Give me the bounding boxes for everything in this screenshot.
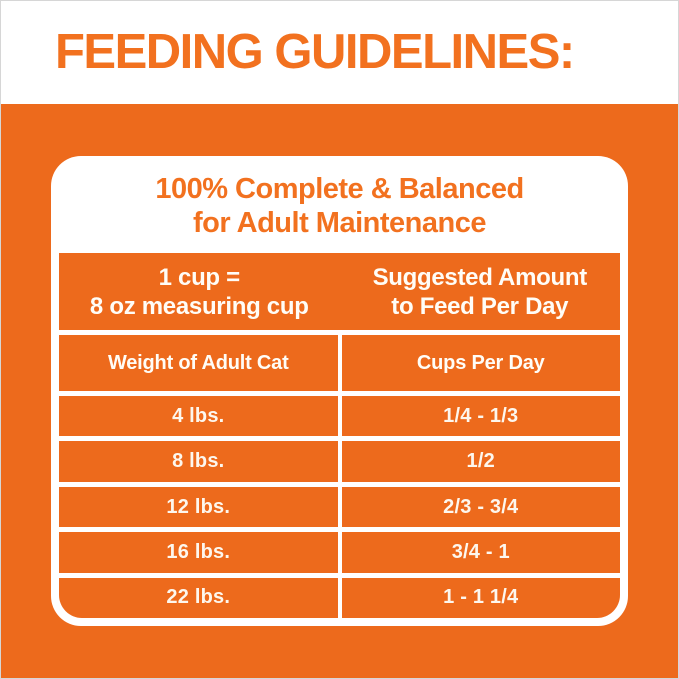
table-row: 12 lbs. 2/3 - 3/4 bbox=[59, 486, 620, 528]
card-title: 100% Complete & Balanced for Adult Maint… bbox=[51, 172, 628, 240]
weight-column-header: Weight of Adult Cat bbox=[59, 335, 338, 391]
suggested-amount-line2: to Feed Per Day bbox=[391, 292, 569, 320]
card-title-line2: for Adult Maintenance bbox=[193, 207, 486, 239]
cups-cell: 3/4 - 1 bbox=[341, 532, 620, 573]
guidelines-card: 100% Complete & Balanced for Adult Maint… bbox=[51, 156, 628, 626]
cups-cell: 1 - 1 1/4 bbox=[341, 577, 620, 618]
header-band: FEEDING GUIDELINES: bbox=[1, 1, 678, 104]
table-row: 8 lbs. 1/2 bbox=[59, 441, 620, 482]
weight-cell: 22 lbs. bbox=[59, 577, 338, 618]
card-title-line1: 100% Complete & Balanced bbox=[155, 173, 524, 205]
suggested-amount-header: Suggested Amount to Feed Per Day bbox=[340, 253, 621, 330]
feeding-table: 1 cup = 8 oz measuring cup Suggested Amo… bbox=[59, 253, 620, 618]
cups-cell: 1/2 bbox=[341, 441, 620, 482]
cups-cell: 1/4 - 1/3 bbox=[341, 396, 620, 437]
table-row: 22 lbs. 1 - 1 1/4 bbox=[59, 577, 620, 618]
table-row: 4 lbs. 1/4 - 1/3 bbox=[59, 396, 620, 437]
weight-cell: 4 lbs. bbox=[59, 396, 338, 437]
cups-column-header: Cups Per Day bbox=[341, 335, 620, 391]
suggested-amount-line1: Suggested Amount bbox=[372, 263, 588, 291]
cup-measure-line2: 8 oz measuring cup bbox=[89, 292, 309, 320]
table-header-row: 1 cup = 8 oz measuring cup Suggested Amo… bbox=[59, 253, 620, 330]
column-headers-row: Weight of Adult Cat Cups Per Day bbox=[59, 335, 620, 391]
table-row: 16 lbs. 3/4 - 1 bbox=[59, 532, 620, 573]
weight-cell: 16 lbs. bbox=[59, 532, 338, 573]
cup-measure-line1: 1 cup = bbox=[158, 263, 241, 291]
cups-cell: 2/3 - 3/4 bbox=[341, 486, 620, 528]
page-title: FEEDING GUIDELINES: bbox=[55, 25, 575, 79]
weight-cell: 8 lbs. bbox=[59, 441, 338, 482]
weight-cell: 12 lbs. bbox=[59, 486, 338, 528]
cup-measure-header: 1 cup = 8 oz measuring cup bbox=[59, 253, 340, 330]
